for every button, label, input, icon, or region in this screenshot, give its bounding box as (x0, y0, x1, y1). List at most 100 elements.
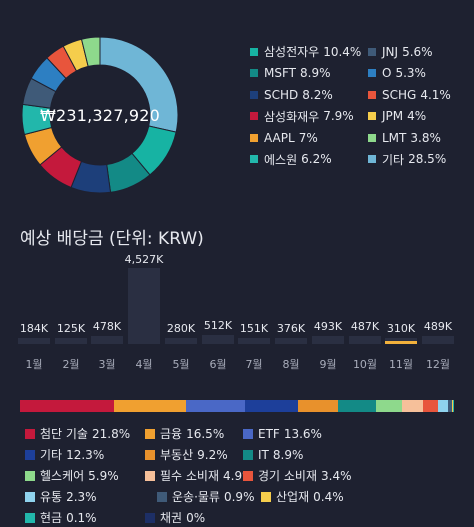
sector-legend-item[interactable]: 헬스케어 5.9% (25, 467, 119, 484)
sector-label: 유통 (40, 490, 63, 504)
donut-segment-9[interactable] (80, 36, 101, 68)
sector-segment-8[interactable] (423, 400, 438, 412)
legend-item[interactable]: AAPL 7% (250, 129, 368, 147)
legend-percent: 5.3% (395, 66, 426, 81)
month-bar-fill (91, 336, 123, 344)
month-bar[interactable]: 493K (312, 258, 344, 344)
month-bar[interactable]: 280K (165, 258, 197, 344)
sector-label: 헬스케어 (40, 469, 85, 483)
sector-segment-6[interactable] (376, 400, 402, 412)
legend-label: LMT (382, 130, 407, 145)
sector-swatch (145, 428, 155, 439)
month-bar-fill (55, 338, 87, 344)
legend-swatch (250, 69, 258, 78)
month-label: 5월 (172, 358, 190, 371)
month-bar-fill (312, 336, 344, 344)
month-bar[interactable]: 489K (422, 258, 454, 344)
month-bar-fill (385, 338, 417, 344)
sector-percent: 0.1% (66, 510, 97, 525)
sector-swatch (243, 470, 253, 481)
sector-legend-item[interactable]: 첨단 기술 21.8% (25, 425, 130, 442)
sector-legend-item[interactable]: 필수 소비재 4.9% (145, 467, 254, 484)
legend-swatch (368, 90, 376, 99)
legend-item[interactable]: JPM 4% (368, 108, 468, 126)
legend-item[interactable]: 기타 28.5% (368, 151, 468, 169)
legend-label: JPM (382, 109, 404, 124)
month-bar[interactable]: 184K (18, 258, 50, 344)
legend-percent: 28.5% (408, 152, 447, 167)
sector-segment-2[interactable] (185, 400, 245, 412)
legend-percent: 5.6% (402, 44, 433, 59)
month-bar[interactable]: 4,527K (125, 253, 163, 344)
legend-percent: 8.2% (302, 87, 333, 102)
legend-item[interactable]: MSFT 8.9% (250, 65, 368, 83)
month-bar[interactable]: 487K (349, 258, 381, 344)
sector-label: ETF (258, 426, 280, 441)
sector-stacked-bar (20, 400, 454, 412)
legend-item[interactable]: SCHG 4.1% (368, 86, 468, 104)
month-bar-fill (238, 338, 270, 344)
sector-segment-5[interactable] (337, 400, 377, 412)
month-label: 1월 (25, 358, 43, 371)
legend-percent: 3.8% (410, 130, 441, 145)
sector-legend-item[interactable]: 채권 0% (145, 509, 205, 526)
month-bar[interactable]: 376K (275, 258, 307, 344)
sector-swatch (145, 449, 155, 460)
sector-legend-item[interactable]: 경기 소비재 3.4% (243, 467, 352, 484)
legend-swatch (250, 133, 258, 142)
legend-item[interactable]: LMT 3.8% (368, 129, 468, 147)
month-bar[interactable]: 310K (385, 258, 417, 344)
sector-legend-item[interactable]: 금융 16.5% (145, 425, 224, 442)
legend-swatch (250, 47, 258, 56)
sector-label: 채권 (160, 511, 183, 525)
month-bar[interactable]: 125K (55, 258, 87, 344)
legend-item[interactable]: O 5.3% (368, 65, 468, 83)
legend-item[interactable]: 삼성전자우 10.4% (250, 43, 368, 61)
month-bar[interactable]: 512K (202, 258, 234, 344)
month-bar[interactable]: 478K (91, 258, 123, 344)
legend-item[interactable]: SCHD 8.2% (250, 86, 368, 104)
legend-item[interactable]: 에스원 6.2% (250, 151, 368, 169)
sector-legend-item[interactable]: 산업재 0.4% (261, 488, 344, 505)
sector-label: 운송·물류 (172, 490, 220, 504)
month-bar-fill (18, 338, 50, 344)
month-bar-value: 487K (350, 320, 380, 333)
legend-item[interactable]: 삼성화재우 7.9% (250, 108, 368, 126)
month-bar-fill (165, 338, 197, 344)
legend-swatch (368, 47, 376, 56)
legend-swatch (368, 155, 376, 164)
sector-segment-3[interactable] (244, 400, 299, 412)
sector-segment-7[interactable] (401, 400, 424, 412)
sector-segment-9[interactable] (437, 400, 448, 412)
legend-swatch (368, 112, 376, 121)
sector-legend-item[interactable]: 운송·물류 0.9% (157, 488, 254, 505)
sector-legend-item[interactable]: IT 8.9% (243, 446, 303, 463)
sector-segment-11[interactable] (451, 400, 454, 412)
sector-label: IT (258, 447, 269, 462)
sector-legend-item[interactable]: 유통 2.3% (25, 488, 97, 505)
dividends-title: 예상 배당금 (단위: KRW) (20, 229, 204, 249)
sector-label: 기타 (40, 448, 63, 462)
sector-segment-1[interactable] (114, 400, 186, 412)
sector-segment-10[interactable] (447, 400, 452, 412)
sector-legend-item[interactable]: ETF 13.6% (243, 425, 322, 442)
legend-swatch (250, 90, 258, 99)
month-bar[interactable]: 151K (238, 258, 270, 344)
sector-legend-item[interactable]: 부동산 9.2% (145, 446, 228, 463)
legend-label: O (382, 66, 392, 81)
legend-swatch (368, 69, 376, 78)
sector-label: 첨단 기술 (40, 427, 88, 441)
sector-percent: 12.3% (66, 447, 105, 462)
sector-segment-4[interactable] (298, 400, 338, 412)
sector-label: 산업재 (276, 490, 310, 504)
sector-swatch (25, 449, 35, 460)
sector-legend-item[interactable]: 현금 0.1% (25, 509, 97, 526)
sector-percent: 9.2% (197, 447, 228, 462)
month-bar-value: 493K (313, 320, 343, 333)
sector-segment-0[interactable] (20, 400, 115, 412)
month-bar-fill (422, 336, 454, 344)
sector-swatch (25, 470, 35, 481)
legend-item[interactable]: JNJ 5.6% (368, 43, 468, 61)
sector-legend-item[interactable]: 기타 12.3% (25, 446, 104, 463)
sector-swatch (25, 512, 35, 523)
